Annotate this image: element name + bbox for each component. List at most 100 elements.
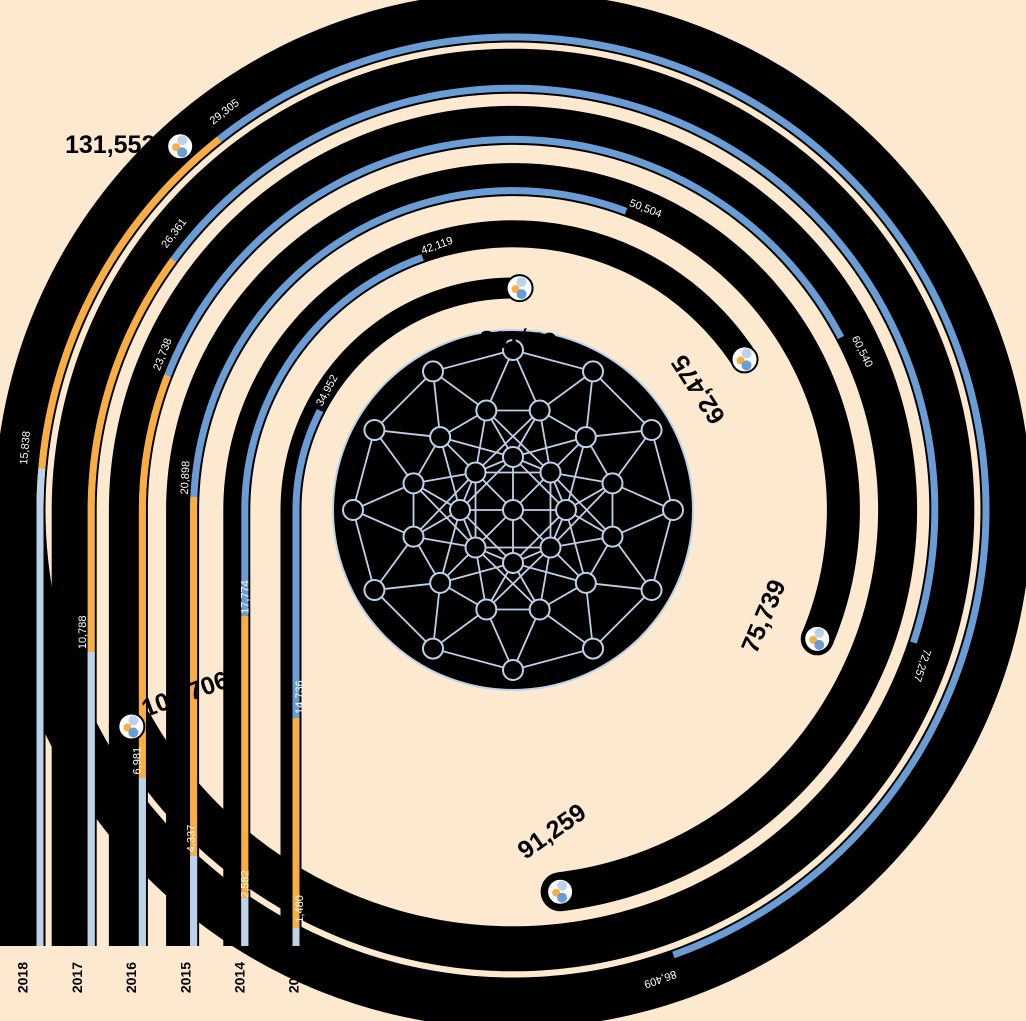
track-2017 — [51, 48, 975, 972]
segment-value-label: 20,898 — [179, 461, 193, 495]
globe-link — [474, 409, 541, 474]
globe-node — [601, 472, 624, 495]
globe-node — [574, 426, 597, 449]
globe-link — [373, 370, 434, 431]
network-globe-icon — [332, 329, 694, 691]
globe-node — [475, 598, 498, 621]
globe-link — [432, 647, 514, 671]
year-label: 2017 — [69, 962, 85, 993]
globe-node — [449, 499, 471, 521]
segment-value-label: 15,838 — [18, 431, 33, 466]
globe-node — [464, 536, 487, 559]
globe-link — [549, 482, 614, 549]
segment-value-label: 1,480 — [294, 895, 306, 923]
globe-link — [539, 608, 594, 650]
year-label: 2014 — [232, 962, 248, 993]
track-2015 — [166, 163, 860, 946]
globe-node — [422, 360, 444, 383]
globe-node — [502, 339, 524, 361]
globe-link — [512, 436, 587, 458]
globe-link — [373, 536, 415, 591]
globe-node — [539, 461, 562, 484]
globe-link — [485, 349, 514, 411]
globe-node — [582, 637, 604, 660]
bar-segment-2018-0 — [36, 468, 46, 946]
globe-node — [502, 499, 524, 521]
globe-link — [585, 429, 652, 439]
globe-link — [512, 562, 587, 584]
globe-link — [611, 536, 653, 591]
globe-link — [352, 509, 376, 591]
globe-link — [512, 349, 594, 373]
globe-link — [432, 349, 514, 373]
globe-node — [402, 472, 425, 495]
globe-node — [574, 571, 597, 594]
total-label: 131,552 — [65, 131, 155, 159]
total-label: 51,168 — [479, 325, 556, 355]
globe-node — [402, 525, 425, 548]
globe-link — [549, 471, 614, 538]
globe-link — [611, 429, 653, 484]
globe-link — [474, 546, 541, 611]
globe-node — [429, 571, 452, 594]
share-pie-icon — [803, 624, 832, 653]
globe-link — [650, 429, 674, 511]
globe-node — [528, 598, 551, 621]
year-label: 2013 — [286, 962, 302, 993]
globe-link — [412, 471, 477, 538]
globe-link — [432, 608, 487, 650]
globe-node — [429, 426, 452, 449]
globe-node — [502, 446, 524, 468]
year-label: 2016 — [123, 962, 139, 993]
segment-value-label: 17,774 — [240, 580, 252, 614]
globe-link — [592, 589, 653, 650]
globe-node — [640, 579, 663, 601]
globe-link — [512, 647, 594, 671]
globe-node — [363, 579, 386, 601]
globe-node — [464, 461, 487, 484]
globe-link — [612, 482, 674, 511]
globe-link — [612, 509, 674, 538]
globe-link — [432, 371, 442, 438]
globe-node — [582, 360, 604, 383]
track-2013 — [280, 277, 520, 946]
globe-link — [373, 589, 434, 650]
globe-node — [528, 399, 551, 422]
globe-node — [640, 419, 663, 441]
globe-node — [342, 499, 364, 521]
globe-link — [373, 429, 415, 484]
globe-link — [485, 409, 552, 474]
globe-link — [485, 546, 552, 611]
globe-link — [439, 436, 461, 511]
globe-link — [584, 582, 594, 649]
segment-value-label: 4,337 — [186, 825, 198, 853]
globe-link — [352, 429, 376, 511]
globe-link — [374, 429, 441, 439]
globe-node — [422, 637, 444, 660]
share-pie-icon — [546, 877, 575, 906]
share-pie-icon — [166, 132, 195, 161]
globe-node — [601, 525, 624, 548]
globe-link — [565, 509, 587, 584]
globe-link — [539, 370, 594, 412]
segment-value-label: 6,981 — [131, 747, 143, 775]
globe-link — [352, 482, 414, 511]
globe-link — [565, 436, 587, 511]
year-label: 2015 — [177, 962, 193, 993]
globe-node — [555, 499, 577, 521]
share-pie-icon — [730, 345, 759, 374]
globe-link — [485, 609, 514, 671]
globe-node — [662, 499, 684, 521]
globe-node — [502, 552, 524, 574]
globe-link — [432, 370, 487, 412]
globe-link — [439, 436, 514, 458]
segment-value-label: 10,788 — [77, 616, 89, 650]
globe-links — [352, 349, 674, 671]
globe-link — [592, 370, 653, 431]
year-label: 2018 — [15, 962, 31, 993]
globe-link — [439, 562, 514, 584]
globe-link — [352, 509, 414, 538]
track-2014 — [223, 220, 756, 946]
